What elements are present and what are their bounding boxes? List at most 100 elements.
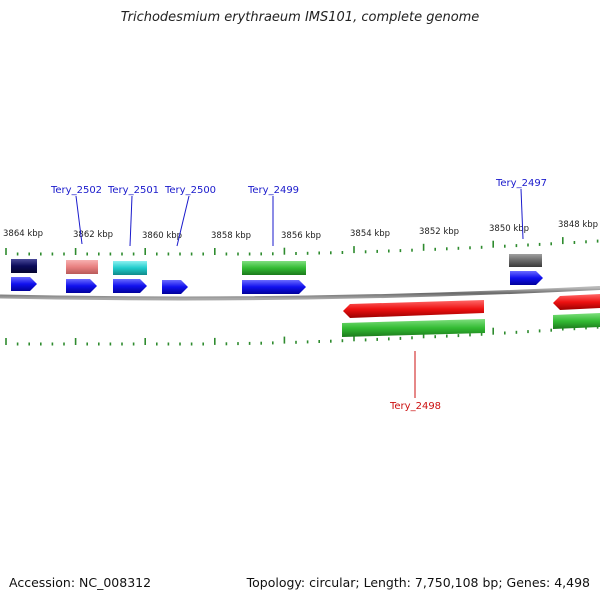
tick-mark [16,252,19,256]
tick-mark [318,251,320,255]
gene-label[interactable]: Tery_2500 [164,185,216,196]
tick-mark [411,336,413,340]
genome-summary-text: Topology: circular; Length: 7,750,108 bp… [246,575,590,590]
tick-mark [225,342,228,346]
tick-mark [527,330,529,334]
tick-mark [527,243,529,247]
tick-mark [237,252,239,256]
tick-mark [434,335,436,339]
inner-tick-ring [5,323,599,346]
gene-labels: Tery_2502 Tery_2501 Tery_2500 Tery_2499 … [50,178,547,412]
gene-label[interactable]: Tery_2499 [247,185,299,196]
tick-mark [469,333,471,337]
tick-mark [63,252,65,256]
tick-mark [179,342,181,346]
tick-mark [74,248,77,255]
gene-label[interactable]: Tery_2497 [495,178,547,189]
tick-mark [318,340,320,343]
tick-mark [330,339,332,343]
tick-mark [596,239,599,243]
tick-mark [306,340,309,344]
tick-mark [504,244,506,248]
tick-mark [144,338,146,345]
tick-mark [98,342,100,346]
tick-mark [562,237,564,245]
gene-feature[interactable] [553,313,600,329]
tick-mark [585,240,587,244]
genome-backbone [0,286,600,301]
tick-mark [538,242,541,246]
scale-label: 3848 kbp [558,220,598,230]
tick-mark [272,341,274,345]
tick-mark [388,249,390,253]
tick-mark [109,252,112,256]
gene-feature[interactable] [509,254,542,267]
tick-mark [504,331,506,335]
cds-arrow[interactable] [242,280,306,294]
tick-mark [446,247,448,251]
tick-mark [573,241,576,244]
tick-mark [190,342,193,346]
tick-mark [86,342,88,346]
tick-mark [492,240,494,248]
tick-mark [341,339,344,343]
scale-label: 3854 kbp [350,229,390,239]
tick-mark [40,342,42,346]
tick-mark [132,342,135,346]
tick-mark [364,338,367,342]
gene-feature[interactable] [113,261,147,275]
tick-mark [411,248,413,252]
gene-label[interactable]: Tery_2498 [389,401,441,412]
tick-mark [538,329,541,333]
tick-mark [353,334,355,342]
tick-mark [156,252,158,256]
cds-arrow[interactable] [11,277,37,291]
tick-mark [202,252,204,256]
tick-mark [144,248,146,255]
gene-label[interactable]: Tery_2502 [50,185,102,196]
tick-mark [167,342,170,346]
tick-mark [446,334,448,338]
gene-feature[interactable] [66,260,98,274]
tick-mark [434,247,436,251]
tick-mark [63,342,65,346]
tick-mark [550,328,552,332]
tick-mark [98,252,100,256]
outer-tick-ring [5,237,599,256]
gene-label[interactable]: Tery_2501 [107,185,159,196]
label-leaders [75,188,524,398]
tick-mark [550,242,552,246]
cds-arrow-reverse[interactable] [343,300,484,318]
tick-mark [596,325,599,329]
tick-mark [388,337,390,341]
cds-arrow[interactable] [66,279,97,293]
gene-feature[interactable] [11,259,37,273]
tick-mark [422,243,425,251]
tick-mark [341,251,344,254]
gene-feature[interactable] [242,261,306,275]
tick-mark [248,341,251,345]
forward-cds-arrows [11,271,543,294]
tick-mark [190,252,193,256]
tick-mark [585,326,587,330]
cds-arrow-reverse[interactable] [553,294,600,310]
scale-label: 3850 kbp [489,224,529,234]
tick-mark [225,252,228,256]
accession-text: Accession: NC_008312 [9,575,152,590]
tick-mark [109,342,112,346]
tick-mark [5,248,7,255]
tick-mark [237,342,239,346]
map-title: Trichodesmium erythraeum IMS101, complet… [120,10,480,25]
scale-label: 3864 kbp [3,229,43,239]
tick-mark [156,342,158,346]
tick-mark [480,245,483,249]
cds-arrow[interactable] [162,280,188,294]
tick-mark [306,251,309,255]
tick-mark [272,252,274,256]
gene-feature[interactable] [342,319,485,337]
cds-arrow[interactable] [113,279,147,293]
cds-arrow[interactable] [510,271,543,285]
tick-mark [202,342,204,346]
reverse-gene-features [342,294,600,337]
